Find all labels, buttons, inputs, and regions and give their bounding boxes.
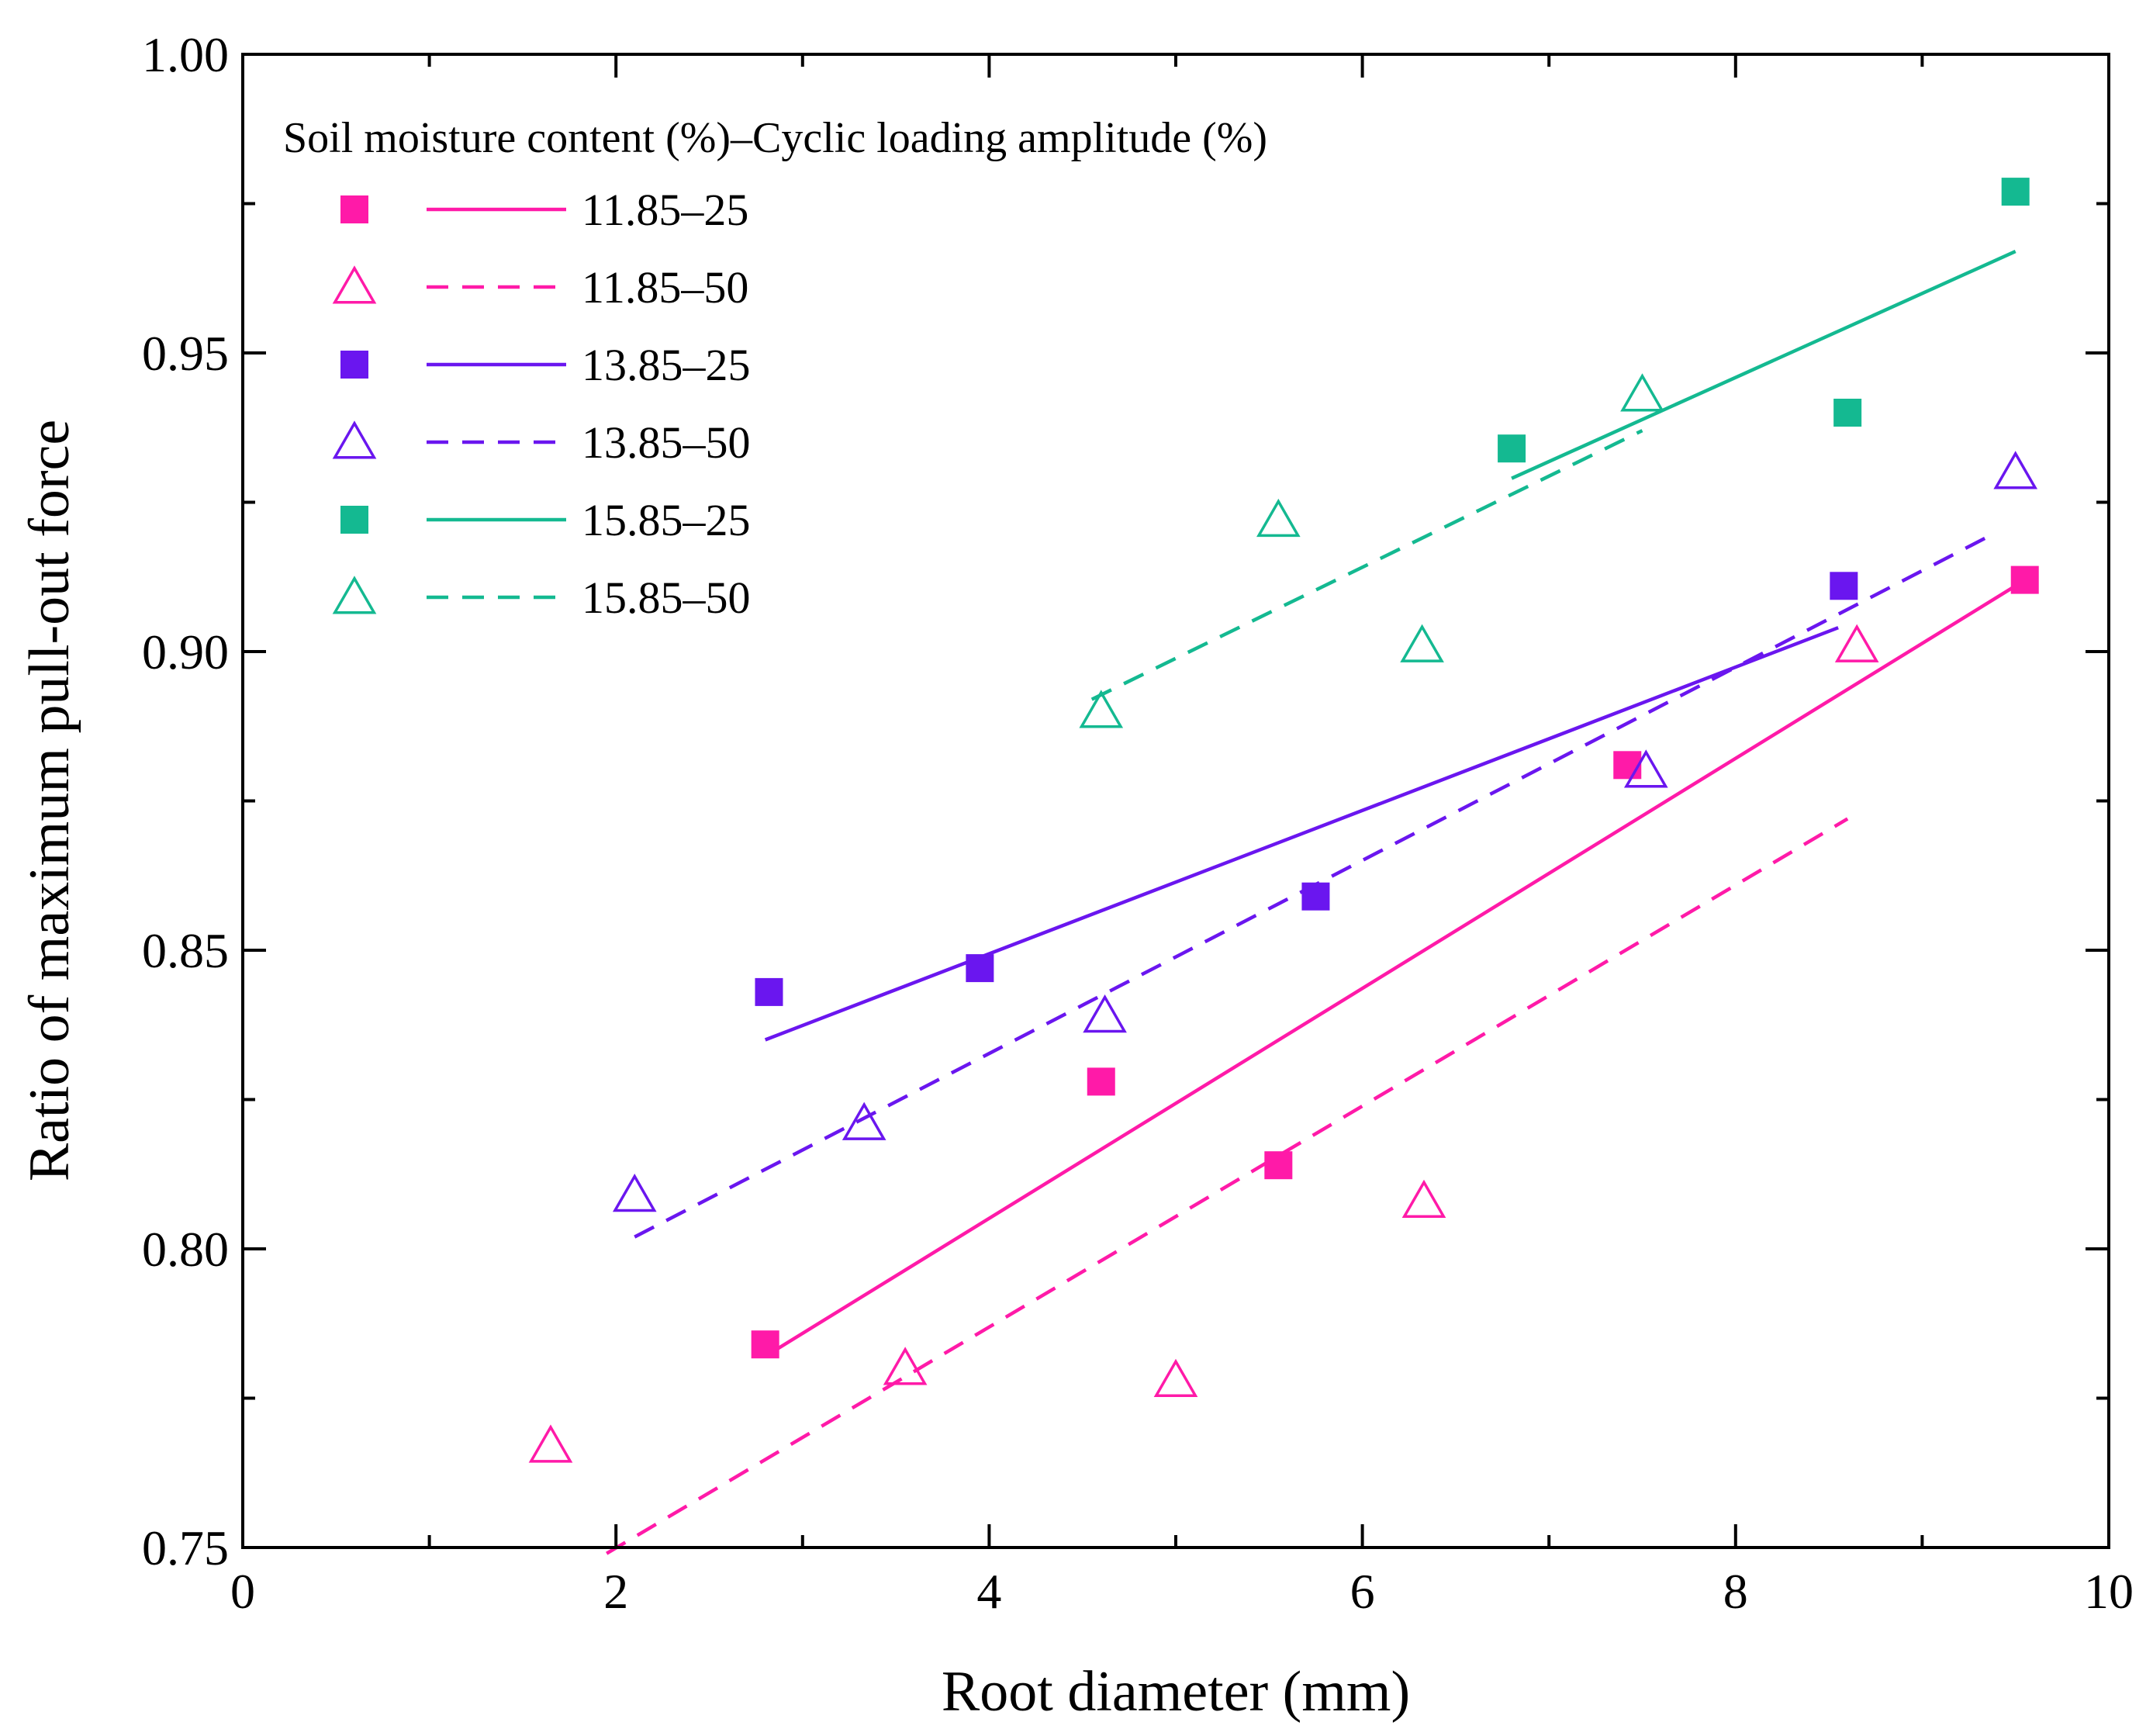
fit-line-5 <box>1511 250 2016 480</box>
legend-marker-5 <box>340 506 368 534</box>
y-tick-label: 0.75 <box>142 1520 229 1575</box>
y-tick-label: 0.85 <box>142 923 229 978</box>
point-series-6 <box>1400 624 1444 662</box>
point-series-4 <box>1993 451 2038 489</box>
plot-frame <box>241 53 2110 1549</box>
point-series-2 <box>1153 1358 1198 1397</box>
point-series-3 <box>966 954 994 983</box>
legend-label-5: 15.85–25 <box>582 495 751 545</box>
point-series-6 <box>1620 373 1664 412</box>
point-series-4 <box>1623 749 1668 788</box>
x-tick-label: 4 <box>976 1564 1001 1619</box>
legend-label-6: 15.85–50 <box>582 572 751 623</box>
point-series-6 <box>1256 498 1301 538</box>
legend: Soil moisture content (%)–Cyclic loading… <box>283 114 1267 623</box>
legend-marker-6 <box>332 576 377 614</box>
legend-marker-4 <box>332 420 377 459</box>
y-tick-label: 0.80 <box>142 1222 229 1277</box>
x-tick-label: 2 <box>603 1564 628 1619</box>
point-series-6 <box>1079 690 1124 728</box>
legend-marker-1 <box>340 195 368 223</box>
point-series-2 <box>1834 624 1879 662</box>
legend-marker-2 <box>332 265 377 304</box>
legend-marker-3 <box>340 351 368 379</box>
x-axis-title: Root diameter (mm) <box>942 1660 1410 1724</box>
point-series-4 <box>842 1101 886 1140</box>
point-series-1 <box>2010 565 2039 594</box>
point-series-1 <box>751 1330 779 1359</box>
point-series-4 <box>1083 994 1127 1033</box>
point-series-2 <box>1401 1179 1446 1218</box>
fit-line-6 <box>1090 429 1643 701</box>
legend-label-4: 13.85–50 <box>582 417 751 468</box>
legend-title: Soil moisture content (%)–Cyclic loading… <box>283 114 1267 162</box>
point-series-5 <box>2001 178 2030 206</box>
data-points <box>528 178 2039 1463</box>
point-series-5 <box>1833 399 1862 427</box>
x-tick-label: 0 <box>230 1564 255 1619</box>
point-series-2 <box>883 1347 928 1385</box>
x-tick-label: 8 <box>1723 1564 1748 1619</box>
y-tick-label: 1.00 <box>142 27 229 82</box>
point-series-5 <box>1498 434 1526 463</box>
point-series-3 <box>755 977 783 1006</box>
point-series-3 <box>1301 882 1330 911</box>
fit-line-3 <box>764 626 1839 1042</box>
fit-line-1 <box>764 584 2016 1358</box>
point-series-1 <box>1087 1067 1115 1096</box>
legend-label-1: 11.85–25 <box>582 185 748 235</box>
legend-label-2: 11.85–50 <box>582 262 748 313</box>
x-tick-label: 10 <box>2084 1564 2134 1619</box>
y-tick-label: 0.95 <box>142 326 229 381</box>
y-axis-title: Ratio of maximum pull-out force <box>18 420 81 1181</box>
fit-line-2 <box>606 817 1849 1555</box>
legend-label-3: 13.85–25 <box>582 340 751 390</box>
x-tick-label: 6 <box>1350 1564 1375 1619</box>
y-tick-label: 0.90 <box>142 624 229 680</box>
point-series-3 <box>1830 572 1858 600</box>
point-series-1 <box>1264 1151 1293 1180</box>
point-series-4 <box>612 1173 657 1212</box>
point-series-1 <box>1613 751 1642 780</box>
point-series-2 <box>528 1424 573 1463</box>
fit-lines <box>606 250 2016 1555</box>
